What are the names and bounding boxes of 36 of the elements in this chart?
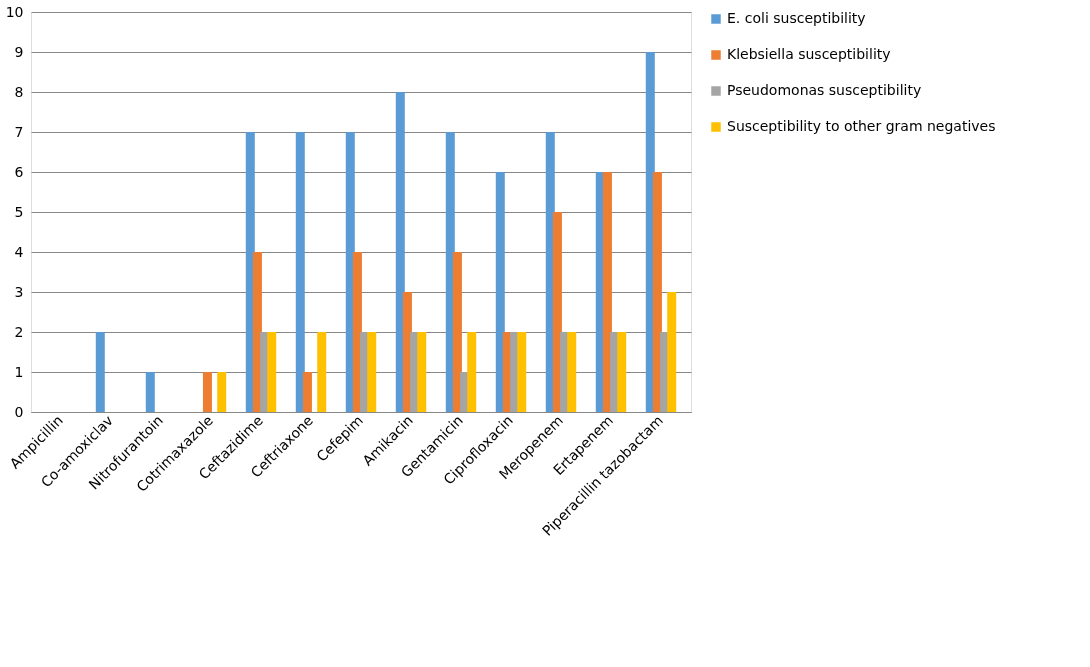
bar <box>295 132 305 412</box>
bar <box>667 292 677 412</box>
legend-label: Klebsiella susceptibility <box>727 46 891 62</box>
bar <box>302 372 312 412</box>
y-tick-label: 5 <box>14 203 24 220</box>
legend-label: Susceptibility to other gram negatives <box>727 118 996 134</box>
bar <box>317 332 327 412</box>
y-tick-label: 2 <box>14 323 24 340</box>
y-tick-label: 10 <box>5 3 24 20</box>
legend-label: E. coli susceptibility <box>727 10 866 26</box>
y-tick-label: 1 <box>14 363 24 380</box>
y-tick-label: 4 <box>14 243 24 260</box>
bar <box>567 332 577 412</box>
bar <box>495 172 505 412</box>
y-tick-label: 6 <box>14 163 24 180</box>
bar <box>652 172 662 412</box>
bar <box>417 332 427 412</box>
bar <box>395 92 405 412</box>
y-tick-label: 3 <box>14 283 24 300</box>
y-tick-label: 0 <box>14 403 24 420</box>
bar <box>267 332 277 412</box>
bar <box>202 372 212 412</box>
bar <box>217 372 227 412</box>
bar <box>367 332 377 412</box>
bar <box>145 372 155 412</box>
bar <box>95 332 105 412</box>
bar <box>552 212 562 412</box>
legend-label: Pseudomonas susceptibility <box>727 82 922 98</box>
y-tick-label: 8 <box>14 83 24 100</box>
y-tick-label: 9 <box>14 43 24 60</box>
bar <box>467 332 477 412</box>
bar <box>602 172 612 412</box>
bar <box>517 332 527 412</box>
y-tick-label: 7 <box>14 123 24 140</box>
bar <box>452 252 462 412</box>
bar <box>617 332 627 412</box>
